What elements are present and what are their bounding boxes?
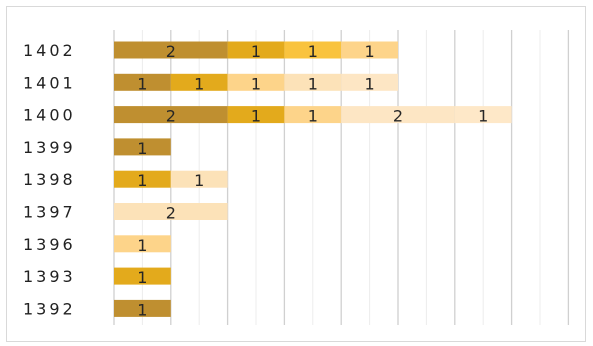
bars xyxy=(114,41,512,317)
y-tick-label: 1400 xyxy=(23,106,76,125)
bar-segment xyxy=(114,73,171,91)
bar-segment xyxy=(114,235,171,253)
data-label: 1 xyxy=(308,107,318,126)
data-label: 1 xyxy=(251,42,261,61)
bar-segment xyxy=(341,106,455,124)
y-tick-label: 1398 xyxy=(23,170,76,189)
data-label: 1 xyxy=(308,42,318,61)
data-label: 1 xyxy=(137,300,147,319)
data-label: 1 xyxy=(137,268,147,287)
bar-segment xyxy=(284,41,342,59)
y-tick-label: 1392 xyxy=(23,299,76,318)
bar-segment xyxy=(227,106,285,124)
data-label: 1 xyxy=(251,107,261,126)
data-label: 1 xyxy=(137,171,147,190)
data-label: 2 xyxy=(166,107,176,126)
y-axis-labels: 1402 1401 1400 1399 1398 1397 1396 1393 1392 xyxy=(23,41,76,318)
bar-segment xyxy=(114,299,171,317)
data-label: 1 xyxy=(194,74,204,93)
bar-segment xyxy=(227,73,285,91)
y-tick-label: 1402 xyxy=(23,41,76,60)
data-label: 2 xyxy=(393,107,403,126)
bar-segment xyxy=(114,170,171,188)
bar-segment xyxy=(114,138,171,156)
bar-segment xyxy=(170,73,228,91)
bar-segment xyxy=(114,106,228,124)
y-tick-label: 1397 xyxy=(23,203,76,222)
bar-segment xyxy=(170,170,228,188)
bar-segment xyxy=(114,267,171,285)
data-label: 1 xyxy=(251,74,261,93)
data-label: 1 xyxy=(137,139,147,158)
bar-segment xyxy=(341,73,398,91)
bar-segment xyxy=(454,106,512,124)
data-label: 2 xyxy=(166,42,176,61)
y-tick-label: 1399 xyxy=(23,138,76,157)
y-tick-label: 1401 xyxy=(23,73,76,92)
bar-segment xyxy=(284,73,342,91)
bar-segment xyxy=(284,106,342,124)
y-tick-label: 1393 xyxy=(23,267,76,286)
data-label: 1 xyxy=(365,74,375,93)
bar-segment xyxy=(114,41,228,59)
data-label: 1 xyxy=(194,171,204,190)
data-label: 1 xyxy=(365,42,375,61)
data-label: 2 xyxy=(166,204,176,223)
y-tick-label: 1396 xyxy=(23,235,76,254)
data-label: 1 xyxy=(137,74,147,93)
bar-segment xyxy=(114,203,228,220)
bar-segment xyxy=(341,41,398,59)
data-label: 1 xyxy=(308,74,318,93)
data-label: 1 xyxy=(478,107,488,126)
bar-segment xyxy=(227,41,285,59)
data-label: 1 xyxy=(137,236,147,255)
